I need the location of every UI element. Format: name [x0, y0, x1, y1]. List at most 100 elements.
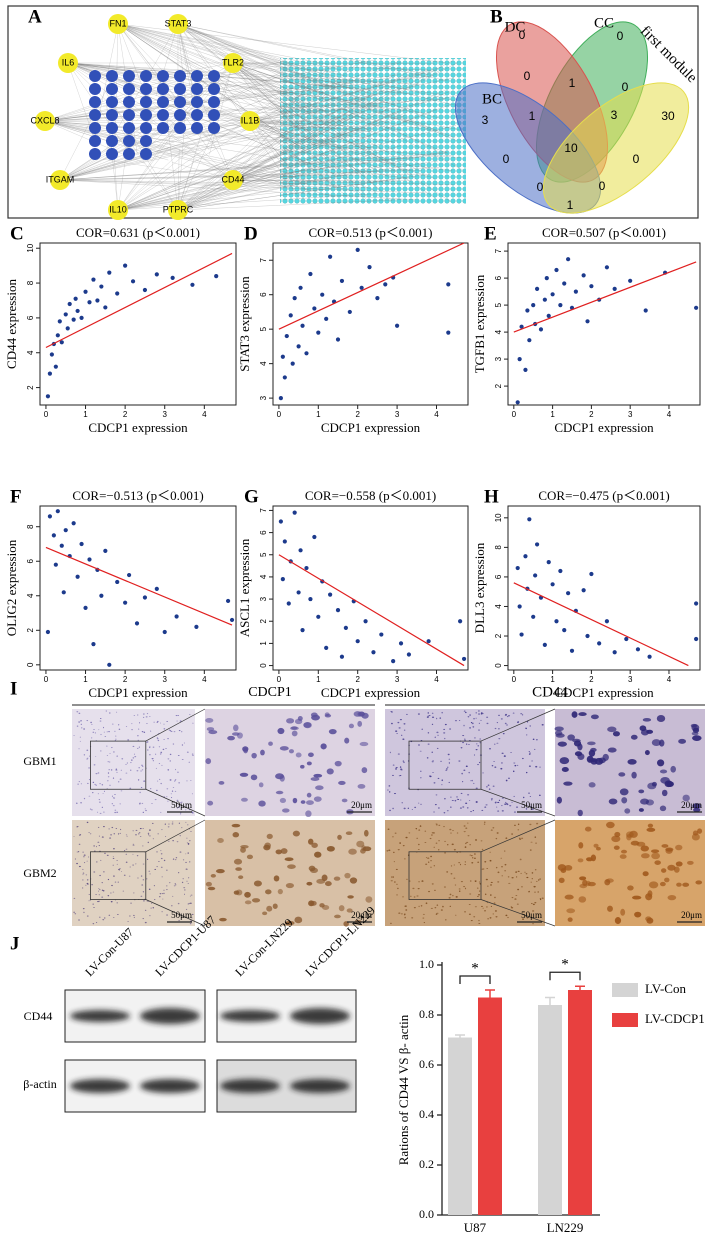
x-tick-label: 3	[395, 675, 400, 684]
nucleus	[411, 917, 414, 919]
nucleus	[647, 823, 654, 828]
nucleus	[435, 717, 438, 720]
nucleus	[99, 850, 101, 852]
zoom-box	[90, 740, 147, 790]
nucleus	[151, 822, 154, 824]
nucleus	[474, 906, 477, 908]
nucleus	[588, 749, 596, 757]
gene-node	[106, 109, 118, 121]
plot-frame	[272, 505, 469, 671]
nucleus	[357, 711, 365, 717]
nucleus	[444, 852, 446, 854]
nucleus	[395, 767, 398, 769]
nucleus	[481, 712, 483, 714]
nucleus	[487, 784, 490, 786]
nucleus	[100, 750, 102, 752]
point	[65, 326, 70, 331]
nucleus	[137, 833, 140, 835]
nucleus	[101, 889, 104, 891]
nucleus	[185, 809, 187, 811]
nucleus	[285, 882, 295, 889]
nucleus	[399, 842, 402, 844]
nucleus	[413, 896, 416, 898]
nucleus	[638, 789, 645, 794]
nucleus	[396, 732, 398, 734]
nucleus	[627, 885, 634, 891]
nucleus	[166, 889, 168, 891]
point	[517, 604, 522, 609]
nucleus	[386, 849, 389, 852]
nucleus	[443, 826, 445, 828]
nucleus	[579, 876, 587, 881]
nucleus	[160, 782, 162, 785]
chart-title: COR=0.631 (p＜0.001)	[76, 225, 200, 240]
nucleus	[182, 878, 184, 880]
nucleus	[95, 756, 97, 758]
nucleus	[132, 853, 134, 855]
edge	[177, 67, 329, 211]
point	[383, 282, 388, 287]
nucleus	[132, 843, 134, 845]
nucleus	[646, 827, 656, 832]
nucleus	[81, 727, 83, 729]
nucleus	[472, 782, 475, 784]
nucleus	[78, 721, 80, 723]
x-tick-label: 2	[589, 410, 594, 419]
y-tick-label: 3	[494, 356, 503, 361]
hub-node	[168, 200, 188, 220]
nucleus	[328, 728, 337, 735]
nucleus	[486, 786, 488, 788]
nucleus	[501, 866, 503, 868]
nucleus	[148, 888, 151, 890]
hub-node	[223, 53, 243, 73]
nucleus	[207, 800, 214, 806]
bar	[478, 997, 502, 1215]
edge	[117, 116, 342, 211]
nucleus	[166, 885, 168, 887]
nucleus	[306, 761, 312, 766]
nucleus	[584, 826, 592, 832]
nucleus	[93, 907, 95, 909]
nucleus	[139, 836, 142, 837]
nucleus	[505, 914, 508, 917]
nucleus	[166, 869, 168, 871]
nucleus	[79, 736, 81, 738]
nucleus	[253, 880, 262, 887]
nucleus	[460, 792, 463, 795]
point	[355, 247, 360, 252]
nucleus	[534, 836, 537, 838]
nucleus	[129, 915, 131, 917]
nucleus	[345, 831, 353, 836]
nucleus	[438, 807, 440, 809]
nucleus	[140, 770, 142, 772]
nucleus	[473, 916, 476, 918]
nucleus	[181, 881, 184, 884]
nucleus	[86, 821, 89, 824]
nucleus	[605, 878, 614, 883]
nucleus	[472, 856, 474, 859]
nucleus	[564, 894, 574, 900]
nucleus	[418, 881, 420, 883]
nucleus	[467, 835, 470, 837]
x-tick-label: 0	[277, 410, 282, 419]
nucleus	[505, 801, 507, 803]
nucleus	[484, 910, 486, 912]
nucleus	[150, 907, 152, 909]
band	[290, 1008, 350, 1024]
nucleus	[160, 853, 163, 855]
nucleus	[92, 781, 95, 784]
edge	[177, 144, 403, 211]
nucleus	[295, 752, 302, 758]
zoom-line	[145, 819, 206, 853]
x-tick-label: 0	[44, 675, 49, 684]
set-label: CC	[594, 15, 614, 31]
nucleus	[125, 726, 128, 727]
nucleus	[192, 754, 194, 757]
gene-node	[140, 148, 152, 160]
nucleus	[448, 781, 450, 783]
nucleus	[125, 763, 127, 765]
nucleus	[99, 874, 102, 877]
nucleus	[476, 887, 479, 889]
edge	[67, 62, 366, 103]
nucleus	[452, 830, 454, 832]
